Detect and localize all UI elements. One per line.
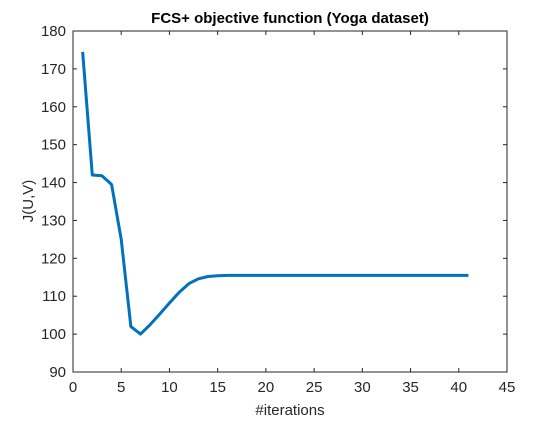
chart-title: FCS+ objective function (Yoga dataset) — [151, 10, 429, 27]
y-tick-label: 100 — [41, 326, 66, 343]
y-tick-label: 110 — [42, 288, 66, 305]
y-tick-label: 120 — [41, 250, 66, 267]
tick-marks — [72, 30, 508, 373]
series-layer — [81, 51, 469, 336]
x-tick-label: 40 — [450, 379, 467, 396]
x-tick-label: 30 — [354, 379, 371, 396]
y-tick-label: 170 — [41, 61, 66, 78]
x-tick-label: 10 — [161, 379, 178, 396]
y-tick-label: 180 — [41, 23, 66, 40]
x-tick-label: 20 — [258, 379, 275, 396]
x-tick-label: 5 — [117, 379, 125, 396]
x-axis-label: #iterations — [255, 402, 324, 419]
y-tick-label: 90 — [49, 364, 66, 381]
plot-area — [72, 30, 508, 373]
x-tick-label: 0 — [69, 379, 77, 396]
x-tick-label: 35 — [402, 379, 419, 396]
x-tick-label: 45 — [499, 379, 516, 396]
y-axis-label: J(U,V) — [20, 180, 37, 223]
x-tick-label: 15 — [209, 379, 226, 396]
y-tick-label: 140 — [41, 175, 66, 192]
y-tick-label: 150 — [41, 137, 66, 154]
y-tick-label: 130 — [41, 212, 66, 229]
series-line — [81, 51, 469, 336]
y-tick-label: 160 — [41, 99, 66, 116]
x-tick-label: 25 — [306, 379, 323, 396]
tick-labels: 0 5 10 15 20 25 30 35 40 45 90 100 110 120 130 140 150 16… — [41, 23, 515, 396]
